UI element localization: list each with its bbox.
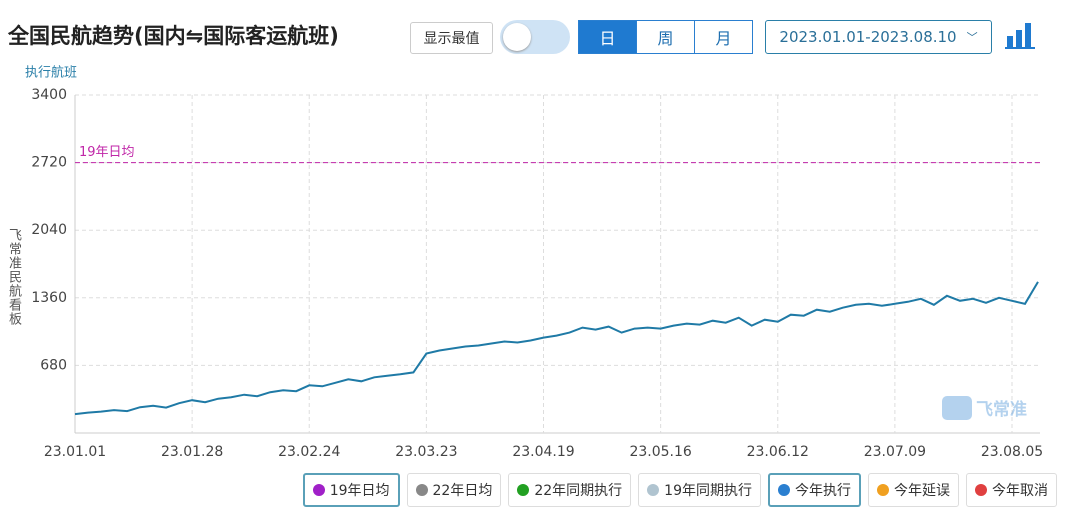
legend: 19年日均 22年日均 22年同期执行 19年同期执行 今年执行 今年延误 今年取消 <box>302 473 1057 507</box>
legend-item[interactable]: 19年同期执行 <box>638 473 761 507</box>
line-series <box>74 281 1039 416</box>
show-extremes-label: 显示最值 <box>410 22 493 54</box>
reference-label: 19年日均 <box>79 145 135 160</box>
legend-label: 19年日均 <box>329 483 390 499</box>
chart-icon[interactable] <box>1005 20 1037 50</box>
legend-dot <box>312 484 325 496</box>
period-button[interactable]: 月 <box>694 20 753 54</box>
period-button[interactable]: 周 <box>636 20 695 54</box>
legend-label: 22年日均 <box>432 483 493 499</box>
x-tick-label: 23.04.19 <box>512 444 574 460</box>
x-tick-label: 23.02.24 <box>278 444 340 460</box>
legend-dot <box>415 484 428 496</box>
legend-item[interactable]: 今年延误 <box>868 473 959 507</box>
legend-dot <box>877 484 889 496</box>
side-label: 飞常准民航看板 <box>6 228 21 326</box>
legend-label: 22年同期执行 <box>534 483 623 499</box>
legend-label: 今年执行 <box>795 483 851 499</box>
watermark-text: 飞常准 <box>976 400 1027 420</box>
x-tick-label: 23.05.16 <box>629 444 691 460</box>
x-tick-label: 23.03.23 <box>395 444 457 460</box>
legend-item[interactable]: 今年取消 <box>966 473 1057 507</box>
x-tick-label: 23.06.12 <box>747 444 809 460</box>
x-tick-label: 23.07.09 <box>864 444 926 460</box>
legend-item[interactable]: 22年日均 <box>406 473 502 507</box>
date-picker[interactable]: 2023.01.01-2023.08.10 ﹀ <box>765 20 992 54</box>
legend-item[interactable]: 22年同期执行 <box>508 473 632 507</box>
y-tick-label: 3400 <box>31 87 67 103</box>
legend-item[interactable]: 今年执行 <box>768 473 861 507</box>
legend-label: 19年同期执行 <box>664 483 752 499</box>
legend-dot <box>647 484 660 496</box>
legend-dot <box>517 484 530 496</box>
y-tick-label: 680 <box>40 357 67 373</box>
y-tick-label: 2720 <box>31 155 67 171</box>
y-tick-label: 1360 <box>31 290 67 306</box>
legend-dot <box>975 484 987 496</box>
legend-label: 今年取消 <box>992 483 1048 499</box>
legend-dot <box>778 484 790 496</box>
title: 全国民航趋势(国内⇋国际客运航班) <box>8 24 339 48</box>
period-switch: 日周月 <box>578 20 753 54</box>
legend-item[interactable]: 19年日均 <box>302 473 400 507</box>
legend-label: 今年延误 <box>894 483 950 499</box>
x-tick-label: 23.01.28 <box>161 444 223 460</box>
y-tick-label: 2040 <box>31 222 67 238</box>
toggle[interactable] <box>500 20 570 54</box>
y-axis-label: 执行航班 <box>25 65 77 81</box>
watermark: 飞常准 <box>942 395 1027 420</box>
x-tick-label: 23.08.05 <box>981 444 1043 460</box>
period-button[interactable]: 日 <box>578 20 637 54</box>
date-range: 2023.01.01-2023.08.10 <box>779 28 957 46</box>
x-tick-label: 23.01.01 <box>44 444 106 460</box>
